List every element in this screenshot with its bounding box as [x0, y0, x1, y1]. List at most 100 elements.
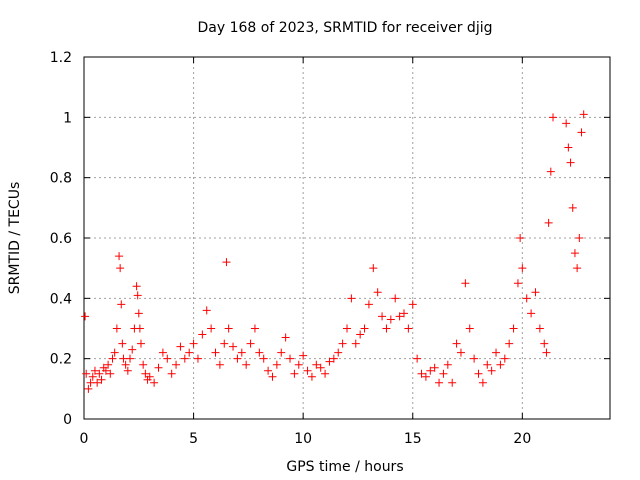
data-point	[104, 360, 113, 369]
data-point	[487, 366, 496, 375]
data-point	[312, 360, 321, 369]
data-point	[132, 282, 141, 291]
data-point	[399, 309, 408, 318]
data-point	[237, 348, 246, 357]
data-point	[136, 339, 145, 348]
data-point	[316, 363, 325, 372]
data-point	[579, 110, 588, 119]
data-point	[413, 354, 422, 363]
data-point	[430, 363, 439, 372]
data-point	[535, 324, 544, 333]
data-point	[193, 354, 202, 363]
data-point	[118, 339, 127, 348]
data-point	[465, 324, 474, 333]
data-point	[117, 300, 126, 309]
data-point	[121, 360, 130, 369]
data-point	[452, 339, 461, 348]
data-point	[158, 348, 167, 357]
y-tick-label: 0.4	[50, 291, 72, 307]
data-point	[172, 360, 181, 369]
data-point	[198, 330, 207, 339]
data-point	[564, 143, 573, 152]
y-tick-label: 0.2	[50, 352, 72, 368]
data-point	[277, 348, 286, 357]
data-point	[106, 369, 115, 378]
data-point	[176, 342, 185, 351]
data-point	[527, 309, 536, 318]
x-tick-label: 0	[80, 431, 89, 447]
data-point	[518, 264, 527, 273]
data-point	[112, 324, 121, 333]
y-tick-label: 0.8	[50, 171, 72, 187]
data-point	[128, 345, 137, 354]
data-point	[404, 324, 413, 333]
data-point	[540, 339, 549, 348]
data-point	[115, 252, 124, 261]
data-point	[417, 369, 426, 378]
data-point	[395, 312, 404, 321]
y-tick-label: 0	[63, 412, 72, 428]
x-tick-label: 15	[404, 431, 422, 447]
data-point	[307, 372, 316, 381]
data-point	[180, 354, 189, 363]
data-point	[116, 264, 125, 273]
data-point	[573, 264, 582, 273]
data-point	[496, 360, 505, 369]
data-point	[123, 366, 132, 375]
data-point	[215, 360, 224, 369]
data-point	[290, 369, 299, 378]
data-point	[185, 348, 194, 357]
data-point	[426, 366, 435, 375]
y-tick-label: 1.2	[50, 50, 72, 66]
data-point	[81, 312, 90, 321]
data-point	[294, 360, 303, 369]
data-point	[167, 369, 176, 378]
data-point	[470, 354, 479, 363]
data-point	[246, 339, 255, 348]
data-point	[356, 330, 365, 339]
data-point	[546, 167, 555, 176]
data-point	[233, 354, 242, 363]
data-point	[150, 378, 159, 387]
data-point	[207, 324, 216, 333]
data-point	[364, 300, 373, 309]
data-point	[299, 351, 308, 360]
data-point	[566, 158, 575, 167]
data-point	[97, 375, 106, 384]
data-point	[577, 128, 586, 137]
data-point	[145, 372, 154, 381]
y-tick-label: 0.6	[50, 231, 72, 247]
x-axis-label: GPS time / hours	[286, 459, 403, 475]
data-point	[435, 378, 444, 387]
data-point	[542, 348, 551, 357]
data-point	[250, 324, 259, 333]
data-point	[347, 294, 356, 303]
data-point	[255, 348, 264, 357]
data-point	[154, 363, 163, 372]
x-tick-label: 10	[294, 431, 312, 447]
data-point	[325, 357, 334, 366]
data-point	[90, 366, 99, 375]
data-point	[135, 324, 144, 333]
x-tick-label: 5	[189, 431, 198, 447]
data-point	[110, 348, 119, 357]
y-axis-label: SRMTID / TECUs	[7, 182, 23, 295]
data-point	[303, 366, 312, 375]
data-point	[516, 234, 525, 242]
axis-ticks: 0 5 10 15 20 0 0.2 0.4 0.6 0.8 1 1.2	[50, 50, 610, 447]
data-point	[338, 339, 347, 348]
y-tick-label: 1	[63, 110, 72, 126]
data-point	[82, 369, 91, 378]
data-point	[95, 369, 104, 378]
data-point	[373, 288, 382, 297]
data-point	[134, 309, 143, 318]
data-point	[509, 324, 518, 333]
x-tick-label: 20	[513, 431, 531, 447]
data-point	[202, 306, 211, 315]
data-point	[531, 288, 540, 297]
data-point	[483, 360, 492, 369]
data-point	[360, 324, 369, 333]
chart-title: Day 168 of 2023, SRMTID for receiver dji…	[198, 20, 493, 36]
data-point	[321, 369, 330, 378]
